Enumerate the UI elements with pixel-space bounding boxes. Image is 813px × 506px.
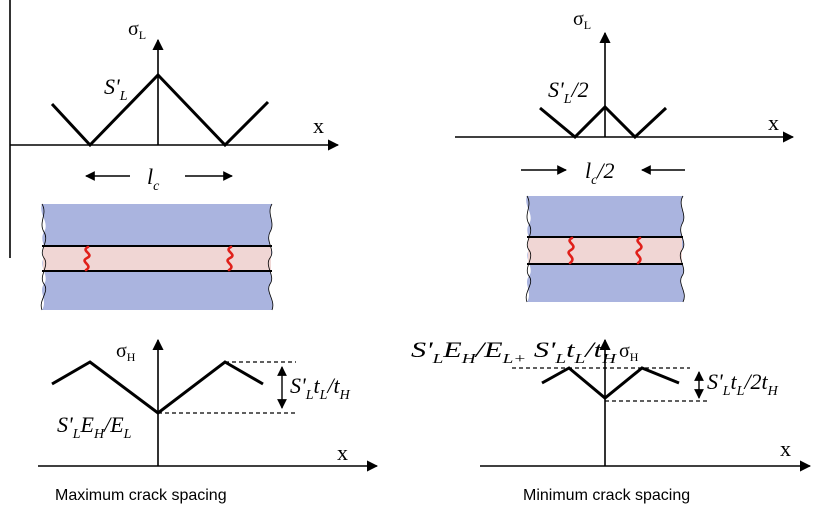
left-difference-label: S'LtL/tH	[290, 373, 351, 403]
right-crack-2	[635, 236, 643, 265]
right-sigma-h-axis: σH x	[480, 338, 812, 472]
left-sigma-h-label: σH	[116, 340, 136, 364]
right-sigma-h-label: σH	[619, 340, 639, 364]
left-panel: σL x S'L lc σH x	[9, 0, 379, 504]
left-sigma-h-axis: σH x	[38, 338, 379, 472]
left-crack-1	[83, 245, 91, 272]
right-specimen-right-edge	[679, 195, 685, 303]
left-spacing-label: lc	[147, 164, 160, 194]
right-specimen-left-edge	[525, 195, 532, 303]
right-x-bottom-label: x	[780, 436, 791, 461]
left-sigma-l-axis: σL x	[10, 18, 340, 151]
left-sigma-l-label: σL	[128, 18, 146, 42]
left-specimen-right-edge	[267, 203, 274, 311]
right-peak-label: S'L/2	[548, 77, 589, 107]
right-panel: σL x S'L/2 lc/2 σH x	[411, 8, 812, 504]
left-caption: Maximum crack spacing	[55, 487, 227, 504]
right-difference-label: S'LtL/2tH	[707, 369, 779, 399]
left-x-top-label: x	[313, 113, 324, 138]
right-crack-1	[567, 236, 575, 265]
right-sigma-l-profile	[539, 104, 668, 140]
right-caption: Minimum crack spacing	[523, 487, 690, 504]
right-sigma-l-axis: σL x	[455, 8, 795, 143]
left-specimen-left-edge	[40, 203, 47, 311]
right-x-top-label: x	[768, 110, 779, 135]
right-sigma-l-label: σL	[573, 8, 591, 32]
right-inner-layer	[528, 237, 682, 264]
left-base-label: S'LEH/EL	[57, 412, 132, 442]
right-spacing-label: lc/2	[585, 158, 614, 188]
left-specimen	[40, 203, 274, 311]
right-sigma-h-profile	[541, 366, 680, 400]
left-peak-label: S'L	[104, 74, 128, 104]
right-specimen	[525, 195, 685, 303]
left-x-bottom-label: x	[337, 440, 348, 465]
left-crack-2	[226, 245, 234, 272]
left-inner-layer	[43, 246, 271, 271]
left-sigma-l-profile	[50, 72, 270, 148]
